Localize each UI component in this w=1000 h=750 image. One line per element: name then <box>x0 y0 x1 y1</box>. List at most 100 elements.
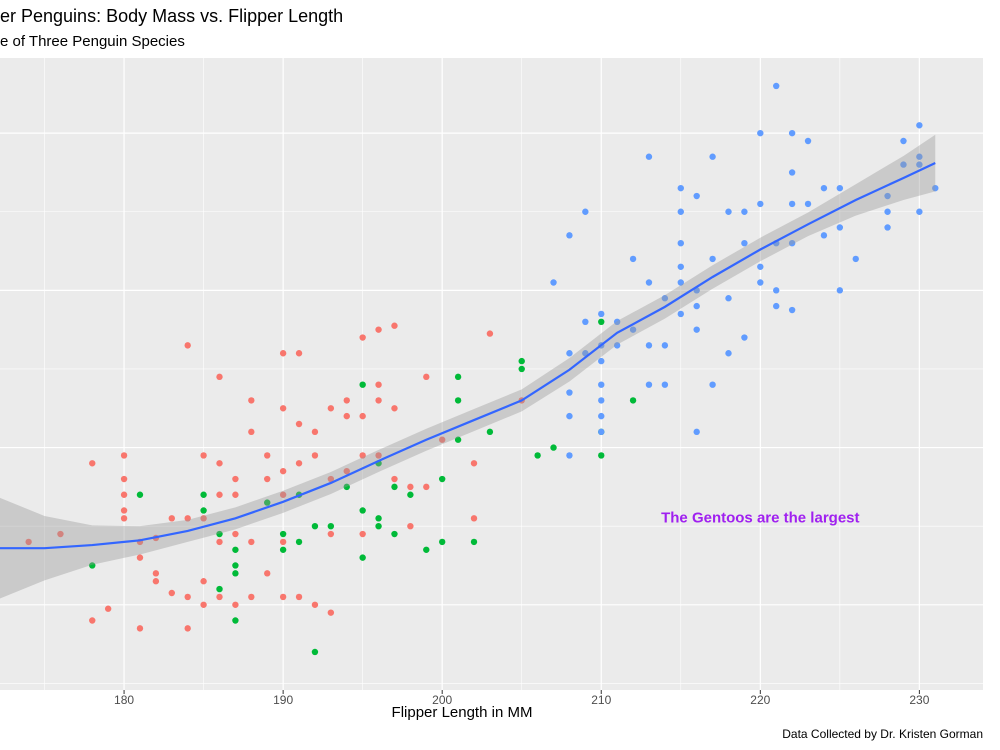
data-point <box>407 483 414 491</box>
data-point <box>598 318 605 326</box>
data-point <box>677 239 684 247</box>
data-point <box>216 373 223 381</box>
data-point <box>343 467 350 475</box>
data-point <box>804 200 812 208</box>
data-point <box>566 452 573 459</box>
data-point <box>773 287 780 294</box>
data-point <box>57 530 64 538</box>
x-axis-title: Flipper Length in MM <box>392 704 533 721</box>
data-point <box>884 224 891 231</box>
data-point <box>136 491 144 498</box>
x-tick-label: 220 <box>750 693 770 707</box>
data-point <box>327 609 335 616</box>
data-point <box>232 617 239 624</box>
data-point <box>216 593 223 601</box>
data-point <box>725 208 732 215</box>
x-tick-label: 230 <box>909 693 929 707</box>
data-point <box>661 295 669 302</box>
data-point <box>613 342 621 349</box>
data-point <box>391 483 398 491</box>
data-point <box>89 460 96 467</box>
data-point <box>295 538 303 546</box>
x-tick-label: 180 <box>114 693 134 707</box>
data-point <box>279 530 287 538</box>
data-point <box>248 428 255 436</box>
data-point <box>741 208 748 215</box>
x-tick-label: 190 <box>273 693 293 707</box>
data-point <box>693 326 700 333</box>
data-point <box>645 279 653 286</box>
data-point <box>152 570 160 577</box>
data-point <box>470 460 478 467</box>
data-point <box>232 562 239 569</box>
data-point <box>518 357 525 365</box>
data-point <box>375 381 382 388</box>
annotation: The Gentoos are the largest <box>661 509 859 526</box>
data-point <box>279 546 287 553</box>
data-point <box>248 593 255 601</box>
data-point <box>375 397 382 404</box>
data-point <box>438 538 446 546</box>
data-point <box>391 475 398 483</box>
marks <box>0 82 939 656</box>
data-point <box>184 515 191 522</box>
data-point <box>884 208 891 215</box>
data-point <box>645 153 653 160</box>
data-point <box>470 515 478 522</box>
data-point <box>454 373 462 381</box>
data-point <box>693 192 700 200</box>
data-point <box>518 365 525 373</box>
data-point <box>120 452 128 459</box>
data-point <box>788 239 796 247</box>
data-point <box>311 428 319 436</box>
data-point <box>836 224 844 231</box>
data-point <box>120 507 128 514</box>
x-tick-label: 200 <box>432 693 452 707</box>
data-point <box>264 452 271 459</box>
data-point <box>279 467 287 475</box>
data-point <box>550 279 557 286</box>
data-point <box>327 522 335 530</box>
data-point <box>916 161 923 168</box>
data-point <box>89 562 96 569</box>
data-point <box>629 255 637 263</box>
data-point <box>598 357 605 365</box>
data-point <box>566 350 573 357</box>
data-point <box>645 381 653 388</box>
data-point <box>423 373 430 381</box>
data-point <box>820 184 828 192</box>
data-point <box>184 625 191 632</box>
data-point <box>852 255 859 263</box>
data-point <box>773 82 780 90</box>
data-point <box>725 350 732 357</box>
data-point <box>25 538 32 546</box>
data-point <box>343 483 350 491</box>
data-point <box>200 515 207 522</box>
data-point <box>709 381 716 388</box>
data-point <box>200 491 207 498</box>
data-point <box>677 184 684 192</box>
data-point <box>120 491 128 498</box>
data-point <box>423 483 430 491</box>
data-point <box>709 153 716 160</box>
data-point <box>216 585 223 593</box>
data-point <box>820 232 828 239</box>
data-point <box>359 412 366 420</box>
data-point <box>295 460 303 467</box>
smooth-line <box>0 162 936 550</box>
data-point <box>295 593 303 601</box>
data-point <box>359 334 366 341</box>
data-point <box>566 412 573 420</box>
data-point <box>279 405 287 412</box>
data-point <box>757 263 764 270</box>
data-point <box>788 169 796 176</box>
data-point <box>264 499 271 506</box>
panel-background <box>0 58 983 690</box>
data-point <box>200 578 207 585</box>
data-point <box>216 530 223 538</box>
data-point <box>264 570 271 577</box>
data-point <box>295 420 303 428</box>
data-point <box>566 389 573 396</box>
data-point <box>279 491 287 498</box>
